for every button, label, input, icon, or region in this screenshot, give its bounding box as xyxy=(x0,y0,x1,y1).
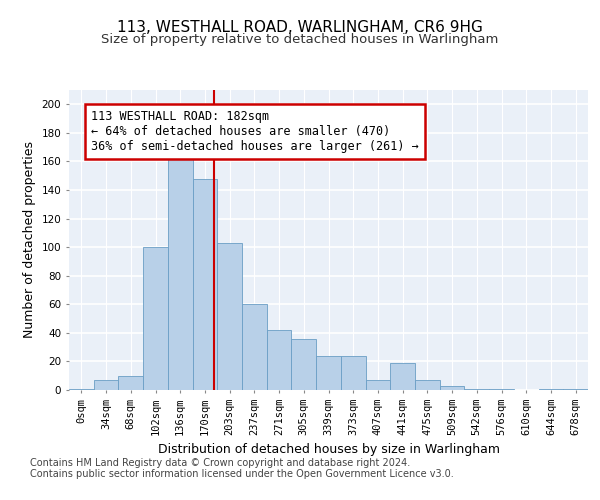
Text: 113, WESTHALL ROAD, WARLINGHAM, CR6 9HG: 113, WESTHALL ROAD, WARLINGHAM, CR6 9HG xyxy=(117,20,483,35)
Text: Size of property relative to detached houses in Warlingham: Size of property relative to detached ho… xyxy=(101,32,499,46)
Bar xyxy=(69,388,94,390)
Bar xyxy=(94,380,118,390)
Text: Contains public sector information licensed under the Open Government Licence v3: Contains public sector information licen… xyxy=(30,469,454,479)
Bar xyxy=(118,376,143,390)
Bar xyxy=(563,388,588,390)
Bar xyxy=(242,304,267,390)
Bar xyxy=(341,356,365,390)
Y-axis label: Number of detached properties: Number of detached properties xyxy=(23,142,36,338)
Bar xyxy=(415,380,440,390)
Bar xyxy=(539,388,563,390)
Bar xyxy=(440,386,464,390)
Bar xyxy=(292,338,316,390)
Bar xyxy=(217,243,242,390)
Bar xyxy=(365,380,390,390)
Text: 113 WESTHALL ROAD: 182sqm
← 64% of detached houses are smaller (470)
36% of semi: 113 WESTHALL ROAD: 182sqm ← 64% of detac… xyxy=(91,110,419,153)
Bar xyxy=(390,363,415,390)
Bar xyxy=(464,388,489,390)
Bar xyxy=(168,158,193,390)
X-axis label: Distribution of detached houses by size in Warlingham: Distribution of detached houses by size … xyxy=(157,444,499,456)
Bar xyxy=(267,330,292,390)
Bar xyxy=(489,388,514,390)
Bar xyxy=(143,247,168,390)
Bar xyxy=(316,356,341,390)
Text: Contains HM Land Registry data © Crown copyright and database right 2024.: Contains HM Land Registry data © Crown c… xyxy=(30,458,410,468)
Bar xyxy=(193,178,217,390)
